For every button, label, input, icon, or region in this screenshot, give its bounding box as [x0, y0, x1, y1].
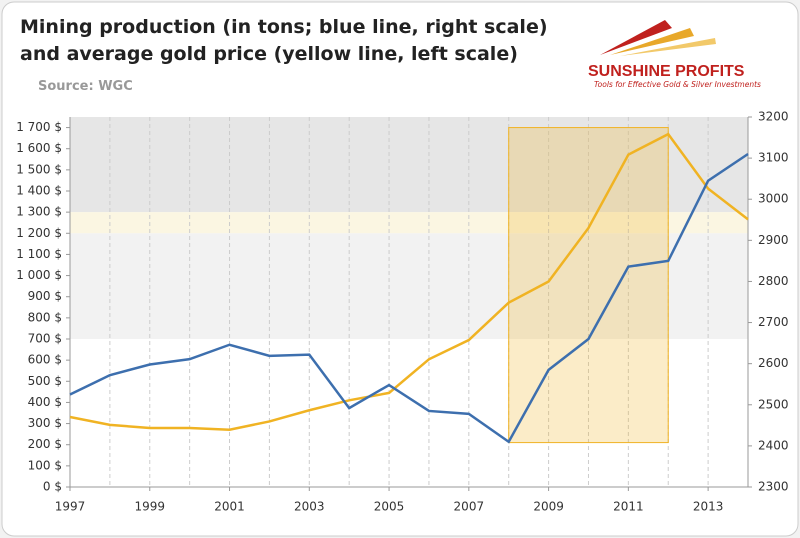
- y-tick-label: 1 000 $: [16, 268, 62, 282]
- x-tick-label: 2005: [374, 500, 405, 514]
- y2-tick-label: 2800: [758, 274, 789, 288]
- y-tick-label: 1 500 $: [16, 162, 62, 176]
- chart-title: Mining production (in tons; blue line, r…: [20, 16, 548, 38]
- y-tick-label: 1 700 $: [16, 120, 62, 134]
- x-tick-label: 2011: [613, 500, 644, 514]
- logo-tagline: Tools for Effective Gold & Silver Invest…: [594, 80, 761, 89]
- y2-tick-label: 2600: [758, 356, 789, 370]
- y2-tick-label: 3200: [758, 110, 789, 124]
- series-line: [69, 132, 749, 431]
- x-tick-label: 2009: [533, 500, 564, 514]
- y-tick-label: 1 200 $: [16, 226, 62, 240]
- y2-tick-label: 3000: [758, 192, 789, 206]
- x-tick-label: 1997: [55, 500, 86, 514]
- y-tick-label: 1 400 $: [16, 184, 62, 198]
- y2-tick-label: 2500: [758, 397, 789, 411]
- y-tick-label: 200 $: [28, 437, 62, 451]
- y2-tick-label: 3100: [758, 151, 789, 165]
- y-tick-label: 500 $: [28, 374, 62, 388]
- y-tick-label: 0 $: [43, 480, 62, 494]
- y-tick-label: 700 $: [28, 332, 62, 346]
- y2-tick-label: 2400: [758, 438, 789, 452]
- y-tick-label: 100 $: [28, 458, 62, 472]
- y2-tick-label: 2300: [758, 480, 789, 494]
- y-tick-label: 600 $: [28, 353, 62, 367]
- x-tick-label: 2007: [454, 500, 485, 514]
- source: Source: WGC: [38, 79, 133, 94]
- logo-text: SUNSHINE PROFITS: [588, 63, 745, 80]
- y-tick-label: 300 $: [28, 416, 62, 430]
- series-line: [69, 152, 749, 444]
- y2-tick-label: 2700: [758, 315, 789, 329]
- y-tick-label: 900 $: [28, 289, 62, 303]
- y2-tick-label: 2900: [758, 233, 789, 247]
- y-tick-label: 400 $: [28, 395, 62, 409]
- logo-mark: [600, 20, 716, 56]
- band: [70, 212, 748, 234]
- highlight: [508, 127, 669, 444]
- band: [70, 117, 748, 213]
- band: [70, 233, 748, 339]
- x-tick-label: 1999: [134, 500, 165, 514]
- chart-subtitle: and average gold price (yellow line, lef…: [20, 43, 518, 65]
- y-tick-label: 1 300 $: [16, 205, 62, 219]
- x-tick-label: 2003: [294, 500, 325, 514]
- y-tick-label: 1 600 $: [16, 141, 62, 155]
- x-tick-label: 2013: [693, 500, 724, 514]
- y-tick-label: 800 $: [28, 310, 62, 324]
- x-tick-label: 2001: [214, 500, 245, 514]
- y-tick-label: 1 100 $: [16, 247, 62, 261]
